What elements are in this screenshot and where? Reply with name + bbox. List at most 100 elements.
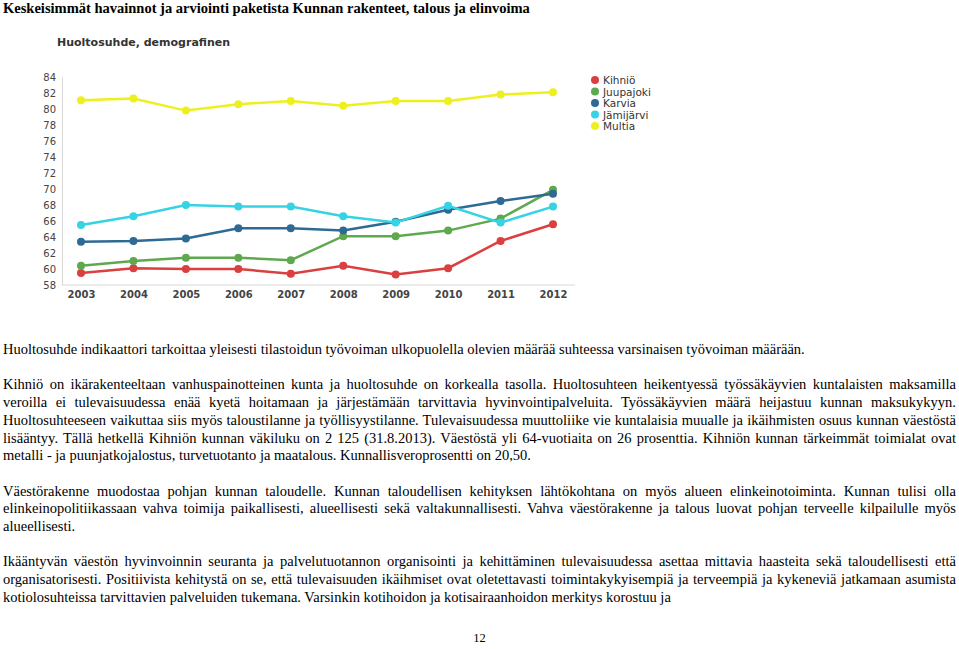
- y-tick: 70: [43, 184, 62, 195]
- series-line: [81, 194, 553, 242]
- legend-label: Juupajoki: [602, 86, 651, 98]
- y-tick-label: 76: [43, 136, 56, 147]
- y-tick: 68: [43, 200, 62, 211]
- x-tick: 2005: [172, 285, 200, 300]
- series-point: [234, 203, 242, 211]
- series-point: [234, 100, 242, 108]
- series-point: [339, 102, 347, 110]
- series-point: [287, 270, 295, 278]
- x-tick-label: 2005: [172, 289, 200, 300]
- x-tick: 2004: [120, 285, 148, 300]
- series-point: [77, 262, 85, 270]
- page-header: Keskeisimmät havainnot ja arviointi pake…: [3, 0, 530, 17]
- series-point: [129, 212, 137, 220]
- y-tick-label: 64: [43, 232, 56, 243]
- series-line: [81, 190, 553, 266]
- legend-item: Multia: [591, 120, 635, 132]
- y-tick: 62: [43, 248, 62, 259]
- y-tick: 84: [43, 72, 62, 83]
- y-tick-label: 84: [43, 72, 56, 83]
- series-point: [339, 262, 347, 270]
- legend-swatch: [591, 111, 599, 119]
- chart: Huoltosuhde, demografinen 58 60 62 64 66 68 70 7…: [0, 0, 959, 320]
- x-tick-label: 2003: [68, 289, 96, 300]
- y-tick-label: 70: [43, 184, 56, 195]
- legend-swatch: [591, 99, 599, 107]
- legend-swatch: [591, 122, 599, 130]
- page-number: 12: [0, 631, 959, 646]
- series-point: [339, 227, 347, 235]
- legend-label: Jämijärvi: [602, 109, 648, 121]
- series-point: [182, 201, 190, 209]
- x-tick-label: 2004: [120, 289, 148, 300]
- series-point: [182, 235, 190, 243]
- y-tick-label: 80: [43, 104, 56, 115]
- y-tick-label: 58: [43, 280, 56, 291]
- series-point: [392, 271, 400, 279]
- y-tick-label: 74: [43, 152, 56, 163]
- series-point: [287, 256, 295, 264]
- y-tick: 60: [43, 264, 62, 275]
- series-point: [392, 219, 400, 227]
- x-axis-line: [62, 285, 575, 286]
- series-point: [549, 190, 557, 198]
- series-point: [234, 224, 242, 232]
- y-tick-label: 62: [43, 248, 56, 259]
- paragraph: Kihniö on ikärakenteeltaan vanhuspainott…: [3, 376, 956, 465]
- y-tick: 66: [43, 216, 62, 227]
- x-tick-label: 2009: [382, 289, 410, 300]
- series-point: [549, 88, 557, 96]
- y-tick: 76: [43, 136, 62, 147]
- series-point: [549, 220, 557, 228]
- y-tick: 74: [43, 152, 62, 163]
- y-tick-label: 60: [43, 264, 56, 275]
- chart-title: Huoltosuhde, demografinen: [57, 36, 230, 49]
- paragraph: Väestörakenne muodostaa pohjan kunnan ta…: [3, 483, 956, 536]
- series-point: [287, 97, 295, 105]
- y-axis-line: [62, 78, 63, 286]
- series-point: [444, 97, 452, 105]
- series-point: [129, 264, 137, 272]
- paragraph: Ikääntyvän väestön hyvinvoinnin seuranta…: [3, 553, 956, 606]
- series-point: [182, 265, 190, 273]
- series-point: [497, 237, 505, 245]
- y-tick: 72: [43, 168, 62, 179]
- series-point: [392, 232, 400, 240]
- series-point: [392, 218, 400, 226]
- x-tick-label: 2011: [487, 289, 515, 300]
- y-tick-label: 66: [43, 216, 56, 227]
- paragraph: Huoltosuhde indikaattori tarkoittaa ylei…: [3, 341, 956, 359]
- legend-swatch: [591, 76, 599, 84]
- series-point: [129, 95, 137, 103]
- x-tick-label: 2007: [277, 289, 305, 300]
- series-point: [129, 237, 137, 245]
- series-point: [549, 203, 557, 211]
- y-tick-label: 78: [43, 120, 56, 131]
- series-point: [497, 219, 505, 227]
- series-point: [77, 269, 85, 277]
- x-tick-label: 2006: [225, 289, 253, 300]
- series-point: [444, 202, 452, 210]
- legend-item: Kihniö: [591, 74, 635, 86]
- x-tick: 2011: [487, 285, 515, 300]
- x-tick-label: 2008: [330, 289, 358, 300]
- y-axis: 5860626466687072747678808284: [43, 72, 62, 291]
- y-tick: 64: [43, 232, 62, 243]
- series-point: [182, 254, 190, 262]
- legend-label: Multia: [603, 120, 635, 132]
- y-tick-label: 68: [43, 200, 56, 211]
- legend-item: Jämijärvi: [591, 109, 648, 121]
- y-tick: 80: [43, 104, 62, 115]
- x-tick-label: 2012: [540, 289, 568, 300]
- x-tick: 2010: [435, 285, 463, 300]
- body-text: Huoltosuhde indikaattori tarkoittaa ylei…: [3, 341, 956, 624]
- y-tick: 78: [43, 120, 62, 131]
- y-tick: 58: [43, 280, 62, 291]
- x-tick: 2007: [277, 285, 305, 300]
- x-tick: 2012: [540, 285, 568, 300]
- series-point: [444, 264, 452, 272]
- series-point: [444, 227, 452, 235]
- legend-label: Karvia: [603, 97, 636, 109]
- legend-swatch: [591, 88, 599, 96]
- series-point: [182, 107, 190, 115]
